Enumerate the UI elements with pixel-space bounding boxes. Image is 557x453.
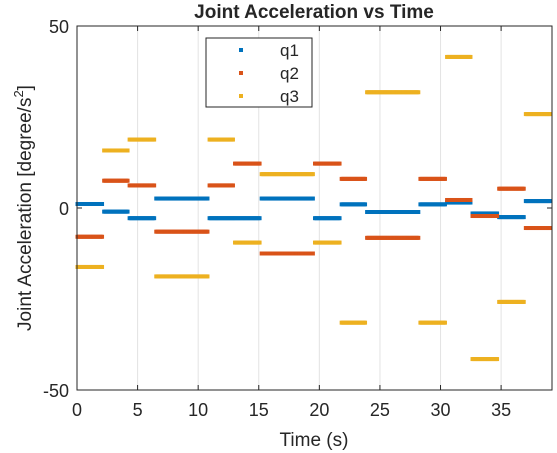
legend-marker — [239, 71, 243, 75]
data-point — [339, 241, 342, 245]
data-point — [259, 216, 262, 220]
y-tick-label: 0 — [59, 199, 69, 219]
data-point — [153, 183, 156, 187]
x-tick-label: 30 — [431, 400, 451, 420]
data-point — [127, 179, 130, 183]
data-point — [312, 197, 315, 201]
data-point — [127, 210, 130, 214]
data-point — [232, 183, 235, 187]
plot-area — [77, 26, 552, 390]
data-point — [101, 265, 104, 269]
data-point — [364, 177, 367, 181]
data-point — [259, 162, 262, 166]
data-point — [206, 197, 209, 201]
data-point — [496, 214, 499, 218]
y-axis-label: Joint Acceleration [degree/s2] — [11, 85, 36, 331]
x-tick-label: 15 — [249, 400, 269, 420]
x-tick-label: 35 — [491, 400, 511, 420]
data-point — [101, 235, 104, 239]
data-point — [417, 210, 420, 214]
data-point — [444, 177, 447, 181]
data-point — [312, 252, 315, 256]
y-axis-label-main: Joint Acceleration [degree/s — [15, 98, 36, 331]
x-tick-label: 0 — [72, 400, 82, 420]
data-point — [496, 357, 499, 361]
data-point — [417, 236, 420, 240]
data-point — [127, 148, 130, 152]
data-point — [153, 138, 156, 142]
data-point — [469, 55, 472, 59]
data-point — [364, 202, 367, 206]
x-tick-label: 10 — [188, 400, 208, 420]
data-point — [312, 172, 315, 176]
data-point — [153, 216, 156, 220]
data-point — [444, 321, 447, 325]
data-point — [469, 198, 472, 202]
data-point — [259, 241, 262, 245]
legend-marker — [239, 48, 243, 52]
data-point — [417, 90, 420, 94]
data-point — [523, 300, 526, 304]
y-tick-label: -50 — [43, 381, 69, 401]
data-point — [523, 215, 526, 219]
chart-title: Joint Acceleration vs Time — [194, 2, 434, 23]
data-point — [206, 230, 209, 234]
legend-label: q2 — [280, 64, 299, 83]
data-point — [339, 162, 342, 166]
data-point — [339, 216, 342, 220]
legend-marker — [239, 94, 243, 98]
y-axis-label-end: ] — [15, 85, 36, 90]
x-tick-label: 20 — [309, 400, 329, 420]
y-axis-label-superscript: 2 — [11, 90, 26, 97]
legend-label: q1 — [280, 41, 299, 60]
y-tick-label: 50 — [49, 17, 69, 37]
data-point — [364, 321, 367, 325]
legend: q1 q2 q3 — [206, 38, 312, 107]
legend-label: q3 — [280, 87, 299, 106]
data-point — [101, 202, 104, 206]
x-axis-label: Time (s) — [280, 430, 349, 451]
x-tick-label: 25 — [370, 400, 390, 420]
data-point — [206, 274, 209, 278]
x-tick-label: 5 — [133, 400, 143, 420]
data-point — [523, 187, 526, 191]
data-point — [232, 138, 235, 142]
